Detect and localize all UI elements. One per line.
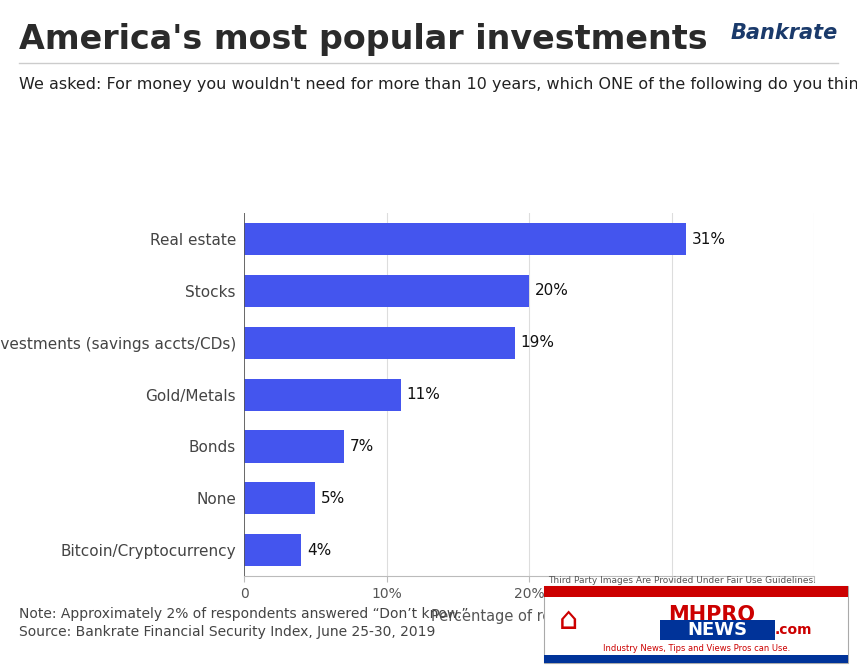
Text: Source: Bankrate Financial Security Index, June 25-30, 2019: Source: Bankrate Financial Security Inde… xyxy=(19,625,435,639)
X-axis label: Percentage of respondents: Percentage of respondents xyxy=(431,609,627,624)
Text: 11%: 11% xyxy=(407,387,440,402)
Bar xyxy=(244,275,529,307)
Bar xyxy=(544,655,848,663)
Text: 31%: 31% xyxy=(692,232,726,246)
Text: Bankrate: Bankrate xyxy=(731,23,838,43)
Bar xyxy=(244,327,515,359)
Bar xyxy=(544,586,848,597)
Bar xyxy=(244,378,401,411)
Text: Third Party Images Are Provided Under Fair Use Guidelines.: Third Party Images Are Provided Under Fa… xyxy=(548,575,817,585)
Bar xyxy=(244,430,344,462)
Text: 7%: 7% xyxy=(350,439,374,454)
Text: 19%: 19% xyxy=(521,335,554,350)
Text: 20%: 20% xyxy=(535,284,569,298)
Text: Note: Approximately 2% of respondents answered “Don’t know.”: Note: Approximately 2% of respondents an… xyxy=(19,607,469,621)
Text: MHPRO: MHPRO xyxy=(668,605,755,625)
Text: 5%: 5% xyxy=(321,491,345,505)
Bar xyxy=(244,482,315,514)
Text: ⌂: ⌂ xyxy=(559,606,578,635)
Text: We asked: For money you wouldn't need for more than 10 years, which ONE of the f: We asked: For money you wouldn't need fo… xyxy=(19,77,857,92)
Text: Industry News, Tips and Views Pros can Use.: Industry News, Tips and Views Pros can U… xyxy=(602,645,790,653)
Text: .com: .com xyxy=(775,623,812,637)
Text: America's most popular investments: America's most popular investments xyxy=(19,23,708,57)
Bar xyxy=(660,620,776,639)
Text: NEWS: NEWS xyxy=(687,621,747,639)
Bar xyxy=(244,534,302,566)
Text: 4%: 4% xyxy=(307,543,331,557)
Bar xyxy=(244,223,686,255)
